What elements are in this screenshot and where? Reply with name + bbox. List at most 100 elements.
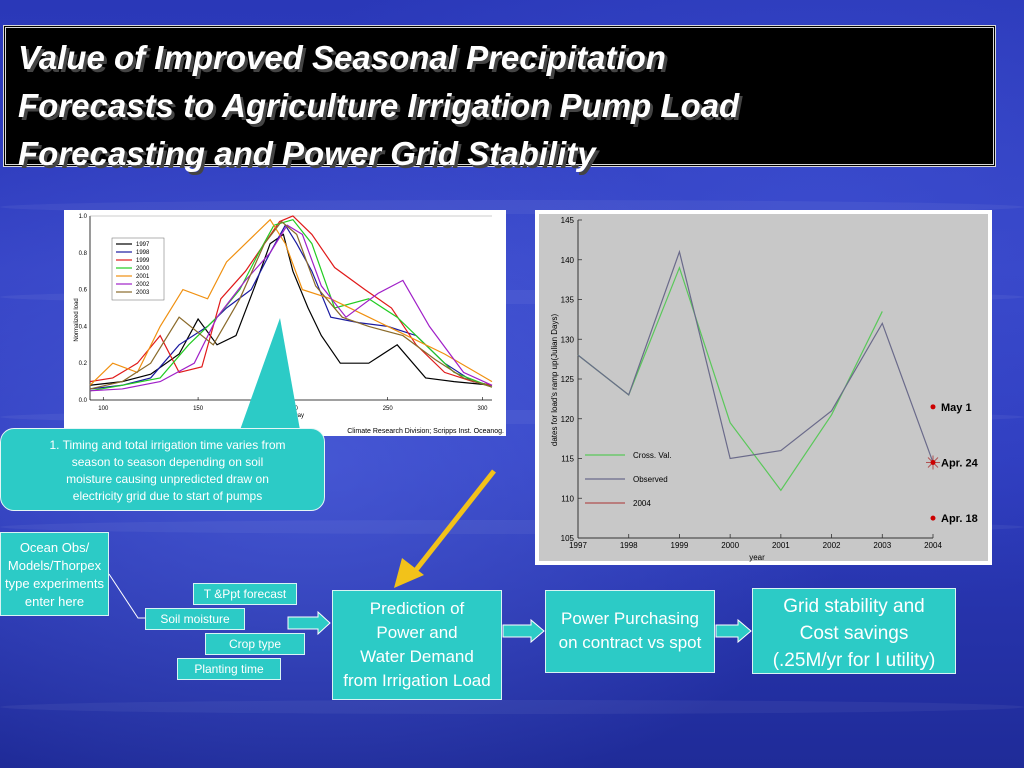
right-chart-xlabel: year [749, 553, 765, 562]
callout-line: 1. Timing and total irrigation time vari… [49, 438, 286, 452]
right-y-tick-label: 105 [561, 534, 575, 543]
left-x-tick-label: 250 [383, 406, 394, 412]
ramp-up-dates-chart: 1997 1998 1999 2000 2001 2002 2003 2004 105 110 11… [535, 210, 992, 565]
annotation-label: May 1 [941, 402, 972, 414]
left-chart-series [89, 215, 493, 392]
left-y-tick-label: 1.0 [79, 214, 88, 220]
right-legend-label: 2004 [633, 499, 651, 508]
right-chart-ylabel: dates for load's ramp up(Julian Days) [550, 314, 559, 447]
right-y-tick-label: 115 [561, 455, 574, 464]
left-legend-label: 2000 [136, 266, 150, 272]
left-x-tick-label: 150 [193, 406, 204, 412]
tppt-forecast-tag: T &Ppt forecast [193, 583, 297, 605]
soil-moisture-tag: Soil moisture [145, 608, 245, 630]
right-x-tick-label: 2000 [721, 541, 739, 550]
callout-line: season to season depending on soil [71, 455, 264, 469]
left-legend-label: 2003 [136, 290, 150, 296]
left-series-line-2003 [89, 220, 493, 390]
left-y-tick-label: 0.0 [79, 398, 88, 404]
left-x-tick-label: 100 [98, 406, 109, 412]
left-legend-label: 2002 [136, 282, 150, 288]
title-line: Forecasting and Power Grid Stability [18, 135, 596, 172]
grid-line: (.25M/yr for I utility) [772, 650, 936, 671]
right-y-tick-label: 110 [561, 494, 574, 503]
right-x-tick-label: 2002 [823, 541, 841, 550]
title-line: Value of Improved Seasonal Precipitation [18, 39, 666, 76]
annotation-dot [930, 459, 936, 465]
ocean-line: Models/Thorpex [7, 558, 102, 573]
left-chart-legend: 1997 1998 1999 2000 2001 2002 2003 [111, 237, 165, 301]
power-purchasing-box: Power Purchasing on contract vs spot [545, 590, 715, 673]
yellow-arrow-head [394, 558, 424, 588]
callout-line: moisture causing unpredicted draw on [66, 472, 269, 486]
right-legend-label: Cross. Val. [633, 451, 672, 460]
left-y-tick-label: 0.6 [79, 288, 88, 294]
yellow-arrow-shaft [410, 469, 496, 577]
ocean-obs-box: Ocean Obs/ Models/Thorpex type experimen… [0, 532, 109, 616]
right-y-tick-label: 125 [561, 375, 575, 384]
arrow-prediction-to-purchasing [502, 618, 545, 644]
left-y-tick-label: 0.8 [79, 251, 88, 257]
right-y-tick-label: 145 [561, 216, 575, 225]
crop-type-tag: Crop type [205, 633, 305, 655]
callout-pointer [240, 318, 300, 430]
left-legend-label: 2001 [136, 274, 150, 280]
left-x-tick-label: 300 [478, 406, 489, 412]
right-chart-axes: 1997 1998 1999 2000 2001 2002 2003 2004 105 110 11… [561, 216, 943, 550]
arrow-purchasing-to-grid [715, 618, 752, 644]
left-series-line-2002 [89, 224, 493, 392]
arrow-inputs-to-prediction [287, 610, 331, 636]
chart-credit: Climate Research Division; Scripps Inst.… [347, 428, 504, 435]
purchasing-line: on contract vs spot [558, 633, 702, 652]
planting-time-tag: Planting time [177, 658, 281, 680]
right-y-tick-label: 140 [561, 256, 575, 265]
timing-callout: 1. Timing and total irrigation time vari… [0, 428, 325, 511]
annotation-dot [930, 404, 936, 410]
background-wave [0, 700, 1024, 714]
left-series-line-2001 [89, 218, 493, 386]
left-legend-label: 1997 [136, 242, 150, 248]
prediction-line: from Irrigation Load [343, 671, 491, 690]
title-banner: Value of Improved Seasonal Precipitation… [3, 25, 996, 172]
grid-line: Cost savings [799, 623, 909, 644]
right-x-tick-label: 2004 [924, 541, 942, 550]
right-chart-legend: Cross. Val. Observed 2004 [585, 451, 672, 508]
right-y-tick-label: 130 [561, 335, 575, 344]
grid-stability-box: Grid stability and Cost savings (.25M/yr… [752, 588, 956, 674]
prediction-line: Power and [376, 623, 458, 642]
purchasing-line: Power Purchasing [561, 609, 699, 628]
left-legend-label: 1999 [136, 258, 150, 264]
irrigation-load-chart-svg: 1001502002503000.00.20.40.60.81.0 199719… [74, 214, 504, 435]
ocean-line: type experiments [5, 576, 104, 591]
left-legend-box [111, 237, 165, 301]
ocean-line: Ocean Obs/ [19, 540, 90, 555]
annotation-dot [930, 515, 936, 521]
ramp-up-dates-chart-svg: 1997 1998 1999 2000 2001 2002 2003 2004 105 110 11… [539, 214, 988, 562]
prediction-box: Prediction of Power and Water Demand fro… [332, 590, 502, 700]
ocean-line: enter here [24, 594, 85, 609]
right-x-tick-label: 1998 [620, 541, 638, 550]
prediction-line: Water Demand [360, 647, 474, 666]
slide-title: Value of Improved Seasonal Precipitation… [18, 34, 979, 178]
right-x-tick-label: 1999 [671, 541, 689, 550]
right-legend-label: Observed [633, 475, 668, 484]
ocean-connector [108, 573, 145, 619]
right-x-tick-label: 2001 [772, 541, 790, 550]
right-x-tick-label: 2003 [873, 541, 891, 550]
left-y-tick-label: 0.4 [79, 324, 88, 330]
annotation-label: Apr. 18 [941, 513, 978, 525]
callout-line: electricity grid due to start of pumps [72, 489, 263, 503]
right-y-tick-label: 120 [561, 415, 575, 424]
annotation-label: Apr. 24 [941, 457, 979, 469]
right-chart-annotations: May 1 Apr. 24 Apr. 18 [930, 402, 979, 525]
right-series-line-Observed [577, 249, 934, 463]
left-series-line-1997 [89, 233, 493, 386]
left-chart-ylabel: Normalized load [74, 298, 80, 341]
prediction-line: Prediction of [369, 599, 465, 618]
title-line: Forecasts to Agriculture Irrigation Pump… [18, 87, 740, 124]
right-y-tick-label: 135 [561, 296, 575, 305]
grid-line: Grid stability and [783, 596, 925, 617]
left-y-tick-label: 0.2 [79, 361, 88, 367]
right-x-tick-label: 1997 [569, 541, 587, 550]
